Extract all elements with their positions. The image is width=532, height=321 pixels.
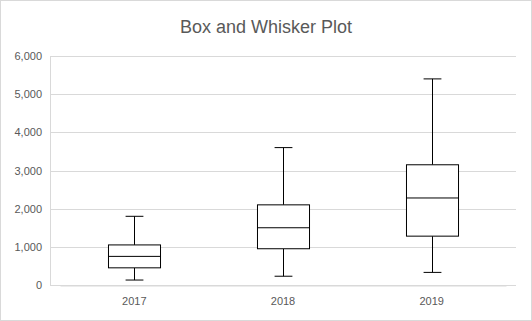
upper-whisker	[432, 79, 433, 165]
lower-cap	[424, 272, 442, 273]
chart-title: Box and Whisker Plot	[180, 17, 352, 37]
lower-whisker	[283, 249, 284, 276]
y-tick: 1,000	[14, 241, 50, 253]
grid-line	[50, 94, 516, 95]
grid-line	[50, 285, 516, 286]
box	[257, 205, 309, 249]
lower-whisker	[134, 268, 135, 280]
chart: Box and Whisker Plot 0 1,000 2,000 3,000 4,00…	[0, 0, 532, 321]
upper-cap	[275, 147, 293, 148]
upper-cap	[424, 78, 442, 79]
upper-whisker	[134, 216, 135, 245]
y-tick: 0	[36, 279, 50, 291]
x-tick: 2018	[271, 286, 295, 308]
box	[108, 245, 160, 268]
median-line	[108, 256, 160, 257]
grid	[50, 57, 516, 286]
y-tick: 4,000	[14, 126, 50, 138]
x-axis-line	[61, 286, 507, 287]
median-line	[406, 197, 458, 198]
y-tick-label: 4,000	[14, 126, 42, 138]
box	[406, 165, 458, 236]
y-tick-label: 5,000	[14, 88, 42, 100]
y-axis: 0 1,000 2,000 3,000 4,000 5,000 6,000	[14, 50, 50, 291]
y-tick: 5,000	[14, 88, 50, 100]
x-tick-label: 2017	[122, 295, 146, 307]
y-tick: 3,000	[14, 165, 50, 177]
box-group	[108, 216, 160, 280]
x-tick: 2017	[122, 286, 146, 308]
boxes	[108, 79, 458, 280]
x-tick-label: 2019	[419, 295, 443, 307]
grid-line	[50, 132, 516, 133]
grid-line	[50, 56, 516, 57]
y-tick-label: 2,000	[14, 203, 42, 215]
y-tick-label: 1,000	[14, 241, 42, 253]
median-line	[257, 227, 309, 228]
y-tick: 6,000	[14, 50, 50, 62]
box-group	[406, 79, 458, 273]
upper-cap	[126, 216, 144, 217]
y-tick-label: 3,000	[14, 165, 42, 177]
x-axis: 2017 2018 2019	[61, 286, 507, 308]
lower-cap	[126, 280, 144, 281]
y-axis-line	[50, 57, 51, 286]
upper-whisker	[283, 148, 284, 205]
x-tick: 2019	[419, 286, 443, 308]
y-tick: 2,000	[14, 203, 50, 215]
x-tick-label: 2018	[271, 295, 295, 307]
lower-cap	[275, 276, 293, 277]
y-tick-label: 0	[36, 279, 42, 291]
y-tick-label: 6,000	[14, 50, 42, 62]
box-group	[257, 148, 309, 277]
lower-whisker	[432, 236, 433, 272]
chart-frame	[1, 1, 532, 321]
